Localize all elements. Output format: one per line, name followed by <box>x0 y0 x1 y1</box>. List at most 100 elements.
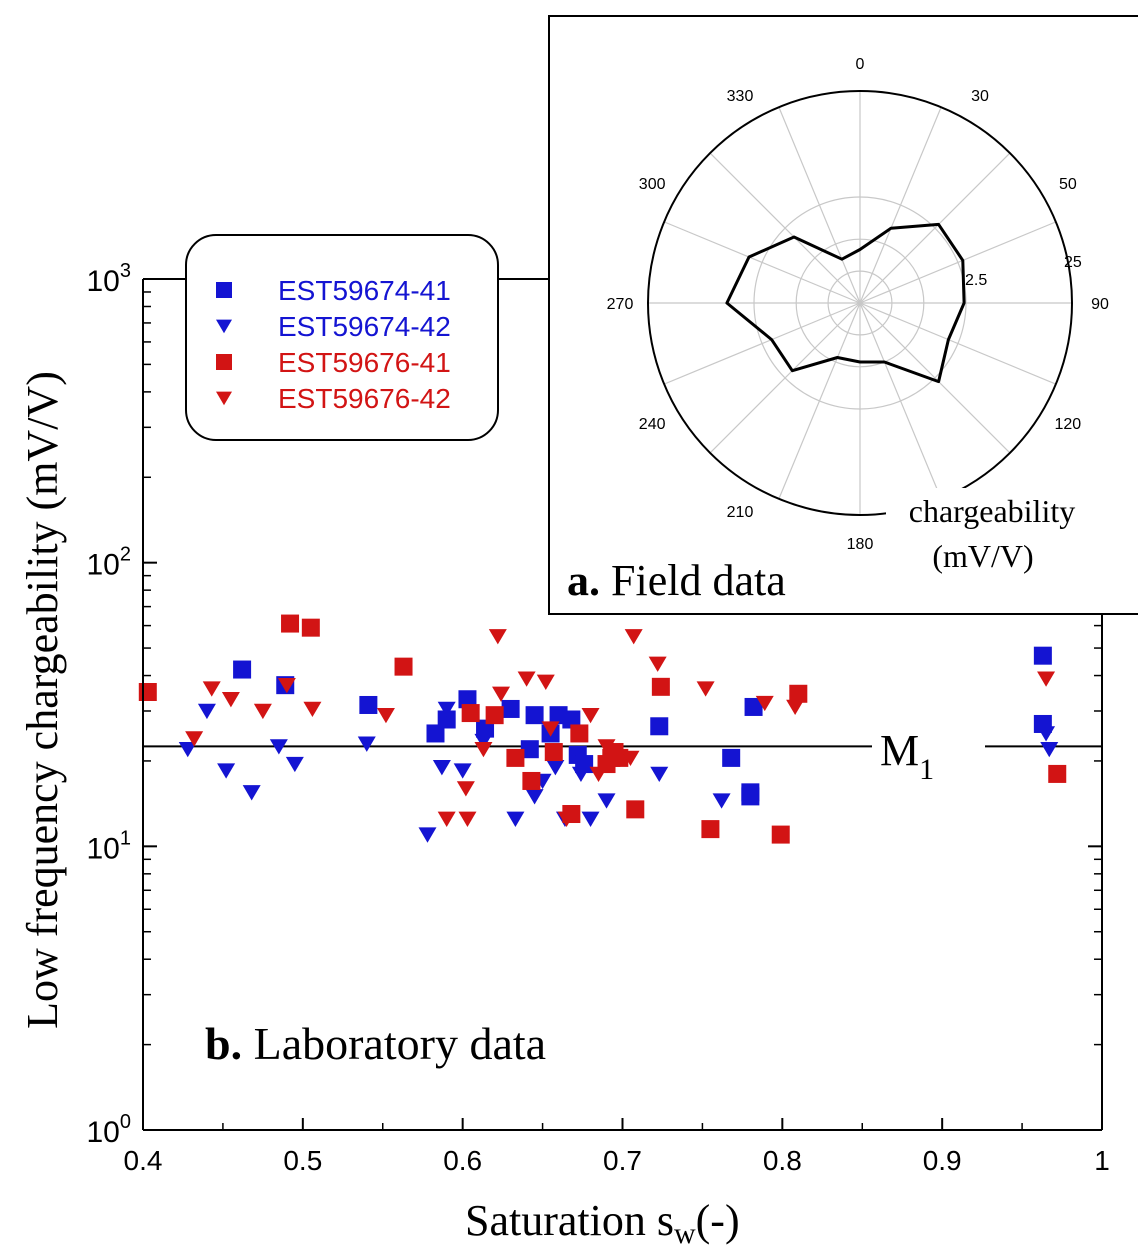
data-point <box>712 793 731 809</box>
data-point <box>1040 741 1059 758</box>
polar-curve <box>725 222 966 384</box>
polar-label-mask <box>886 488 1106 583</box>
series-EST59674-42 <box>178 701 1059 843</box>
x-tick-label: 0.4 <box>124 1145 163 1176</box>
data-point <box>650 717 669 736</box>
data-point <box>178 741 197 758</box>
data-point <box>648 656 667 672</box>
field-data-inset: 0 30 50 90 120 180 210 240 270 300 330 2.5 25 charge… <box>548 15 1138 615</box>
data-point <box>744 697 763 716</box>
x-tick-label: 1 <box>1094 1145 1110 1176</box>
polar-angle-label: 30 <box>971 88 989 105</box>
polar-angle-labels: 0 30 50 90 120 180 210 240 270 300 330 2.5 25 <box>607 56 1109 553</box>
data-point <box>624 629 643 645</box>
data-point <box>437 701 456 718</box>
data-point <box>722 748 741 767</box>
data-point <box>418 827 437 843</box>
data-point <box>1037 726 1056 742</box>
data-point <box>650 766 669 783</box>
data-point <box>474 741 493 758</box>
data-point <box>570 724 589 743</box>
data-point <box>621 750 640 766</box>
field-title: a. Field data <box>567 556 786 605</box>
data-point <box>138 682 157 701</box>
polar-angle-label: 120 <box>1054 416 1081 433</box>
polar-angle-label: 90 <box>1091 296 1109 313</box>
polar-angle-label: 50 <box>1059 176 1077 193</box>
polar-chargeability-curve <box>725 222 966 384</box>
polar-radial-label: chargeability (mV/V) <box>909 493 1083 574</box>
data-point <box>696 681 715 697</box>
polar-angle-label: 0 <box>856 56 865 73</box>
data-point <box>522 771 541 790</box>
polar-outer-circle <box>647 90 1073 516</box>
data-point <box>376 707 395 724</box>
data-point <box>285 756 304 773</box>
data-point <box>546 760 565 776</box>
polar-radial-label-value: 25 <box>1064 254 1082 271</box>
data-point <box>544 743 563 762</box>
data-point <box>456 781 475 797</box>
data-point <box>233 660 252 679</box>
data-point <box>357 736 376 752</box>
x-axis-label: Saturation sw(-) <box>465 1196 740 1250</box>
data-point <box>492 686 511 702</box>
polar-grid-circle <box>827 270 893 336</box>
polar-angle-label: 240 <box>639 416 666 433</box>
x-tick-label: 0.7 <box>603 1145 642 1176</box>
data-point <box>437 710 456 729</box>
series-EST59676-42 <box>185 629 1056 827</box>
polar-angle-label: 330 <box>727 88 754 105</box>
data-point <box>501 699 520 718</box>
data-point <box>517 671 536 687</box>
data-point <box>458 811 477 827</box>
data-point <box>626 800 645 819</box>
legend-label: EST59674-41 <box>278 275 451 306</box>
data-point <box>506 748 525 767</box>
data-point <box>789 684 808 703</box>
y-axis-label: Low frequency chargeability (mV/V) <box>18 371 67 1029</box>
data-point <box>755 695 774 712</box>
data-point <box>581 811 600 827</box>
data-point <box>557 811 576 827</box>
y-tick-label: 100 <box>87 1111 132 1149</box>
data-point <box>453 763 472 779</box>
legend-box <box>185 234 499 441</box>
y-tick-label: 103 <box>87 260 132 298</box>
legend-label: EST59676-41 <box>278 347 451 378</box>
legend-marker <box>216 282 232 298</box>
data-point <box>541 721 560 737</box>
polar-angle-label: 270 <box>607 296 634 313</box>
m1-label: M1 <box>880 726 934 786</box>
series-EST59676-41 <box>138 614 1067 844</box>
data-point <box>1033 646 1052 665</box>
data-points <box>138 614 1067 844</box>
data-point <box>221 692 240 708</box>
data-point <box>217 763 236 779</box>
data-point <box>458 690 477 709</box>
data-point <box>359 695 378 714</box>
polar-angle-label: 180 <box>847 536 874 553</box>
polar-grid <box>647 90 1073 516</box>
data-point <box>437 811 456 827</box>
polar-grid-circle <box>795 238 925 368</box>
series-EST59674-41 <box>233 646 1052 806</box>
data-point <box>525 706 544 725</box>
legend-label: EST59676-42 <box>278 383 451 414</box>
data-point <box>303 701 322 718</box>
legend-marker <box>216 319 232 334</box>
legend: EST59674-41 EST59674-42 EST59676-41 EST5967… <box>185 234 499 441</box>
data-point <box>589 766 608 783</box>
data-point <box>242 785 261 801</box>
data-point <box>1037 671 1056 687</box>
polar-angle-label: 210 <box>727 504 754 521</box>
x-tick-label: 0.8 <box>763 1145 802 1176</box>
data-point <box>536 674 555 690</box>
data-point <box>485 706 504 725</box>
y-tick-label: 102 <box>87 544 132 582</box>
x-tick-label: 0.9 <box>923 1145 962 1176</box>
legend-label: EST59674-42 <box>278 311 451 342</box>
x-tick-label: 0.6 <box>443 1145 482 1176</box>
data-point <box>701 820 720 839</box>
